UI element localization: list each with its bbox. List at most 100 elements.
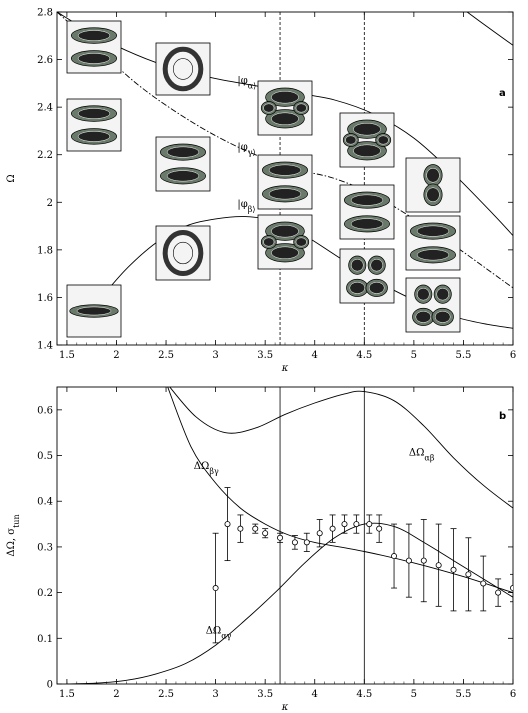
wavefunction-inset (257, 80, 313, 136)
data-point (329, 525, 336, 532)
x-tick-label: 2 (113, 350, 119, 361)
x-tick-label: 2.5 (158, 689, 174, 700)
y-tick-label: 2.2 (37, 150, 53, 161)
series-line (466, 12, 513, 46)
series-line (167, 387, 513, 594)
series-line (66, 522, 513, 684)
inset-contour-inner (416, 249, 450, 261)
inset-frame (405, 277, 461, 333)
inset-contour-inner (368, 282, 385, 294)
inset-contour-inner (377, 135, 389, 145)
data-point (237, 525, 244, 532)
y-tick-label: 2.4 (37, 103, 53, 114)
annotation-label: |φγ⟩ (237, 142, 255, 157)
y-tick-label: 0.5 (37, 451, 53, 462)
data-point (277, 534, 284, 541)
data-point (405, 557, 412, 564)
data-point (212, 585, 219, 592)
inset-contour-inner (271, 112, 299, 126)
y-tick-label: 2 (47, 198, 53, 209)
annotation-label: ΔΩαγ (206, 626, 232, 641)
y-axis-label: Ω (6, 174, 17, 182)
panel-label: b (499, 411, 506, 422)
inset-contour-inner (434, 311, 451, 323)
data-point (495, 589, 502, 596)
data-point (353, 521, 360, 528)
annotation-label: ΔΩβγ (194, 461, 219, 476)
wavefunction-inset (405, 157, 461, 213)
data-point (316, 530, 323, 537)
inset-contour-hole (172, 58, 194, 80)
panel-label: a (499, 88, 506, 99)
x-tick-label: 5 (411, 350, 417, 361)
series-line (169, 387, 513, 509)
annotation-label: |φβ⟩ (237, 199, 255, 214)
x-tick-label: 4 (312, 350, 318, 361)
x-axis-label: κ (281, 363, 289, 374)
inset-contour-inner (77, 131, 111, 142)
inset-contour-ring (162, 46, 204, 92)
y-tick-label: 1.4 (37, 341, 53, 352)
x-tick-label: 3.5 (257, 350, 273, 361)
inset-contour-inner (353, 144, 381, 158)
wavefunction-inset (155, 225, 211, 281)
data-point (262, 530, 269, 537)
x-tick-label: 1.5 (59, 350, 75, 361)
x-tick-label: 5 (411, 689, 417, 700)
x-tick-label: 2 (113, 689, 119, 700)
x-tick-label: 3.5 (257, 689, 273, 700)
wavefunction-inset (66, 284, 122, 338)
inset-contour-inner (350, 258, 364, 272)
y-tick-label: 0.3 (37, 542, 53, 553)
annotation-label: ΔΩαβ (409, 448, 435, 463)
x-tick-label: 5.5 (455, 689, 471, 700)
inset-contour-inner (436, 287, 450, 301)
x-tick-label: 4.5 (356, 350, 372, 361)
x-tick-label: 2.5 (158, 350, 174, 361)
wavefunction-inset (257, 214, 313, 270)
data-point (252, 525, 259, 532)
inset-contour-inner (349, 282, 366, 294)
inset-contour-inner (350, 218, 384, 230)
inset-contour-inner (263, 103, 275, 113)
panel-b: 1.5 2 2.5 3 3.5 4 4.5 5 5.5 6 0 0.1 0.2 0.3 0.4 0.5 0.6 κ… (6, 386, 516, 713)
inset-contour-inner (295, 103, 307, 113)
inset-contour-inner (345, 135, 357, 145)
wavefunction-inset (405, 215, 461, 271)
inset-contour-ring (162, 229, 204, 277)
y-tick-label: 1.8 (37, 245, 53, 256)
inset-contour-inner (77, 108, 111, 119)
inset-contour-inner (268, 188, 302, 200)
wavefunction-inset (339, 184, 395, 240)
inset-contour-inner (416, 225, 450, 237)
plot-area (66, 387, 513, 684)
x-axis-label: κ (281, 702, 289, 713)
wavefunction-inset (339, 112, 395, 168)
y-tick-label: 2.8 (37, 8, 53, 19)
x-tick-label: 4.5 (356, 689, 372, 700)
x-tick-label: 3 (212, 350, 218, 361)
wavefunction-inset (66, 98, 122, 152)
y-tick-label: 0.2 (37, 588, 53, 599)
data-point (420, 557, 427, 564)
wavefunction-inset (257, 154, 313, 210)
y-tick-label: 2.6 (37, 55, 53, 66)
inset-contour-inner (77, 30, 111, 41)
x-tick-label: 4 (312, 689, 318, 700)
data-point (341, 521, 348, 528)
y-axis-label: ΔΩ, σtun (6, 514, 21, 556)
y-tick-label: 0.4 (37, 497, 53, 508)
inset-contour-inner (268, 164, 302, 176)
inset-contour-inner (370, 258, 384, 272)
inset-contour-inner (166, 170, 200, 182)
wavefunction-inset (66, 20, 122, 74)
data-point (435, 562, 442, 569)
inset-contour-inner (271, 246, 299, 260)
data-point (465, 571, 472, 578)
data-point (366, 521, 373, 528)
wavefunction-inset (155, 136, 211, 192)
data-point (391, 553, 398, 560)
inset-contour-hole (172, 241, 194, 265)
inset-contour-inner (350, 194, 384, 206)
